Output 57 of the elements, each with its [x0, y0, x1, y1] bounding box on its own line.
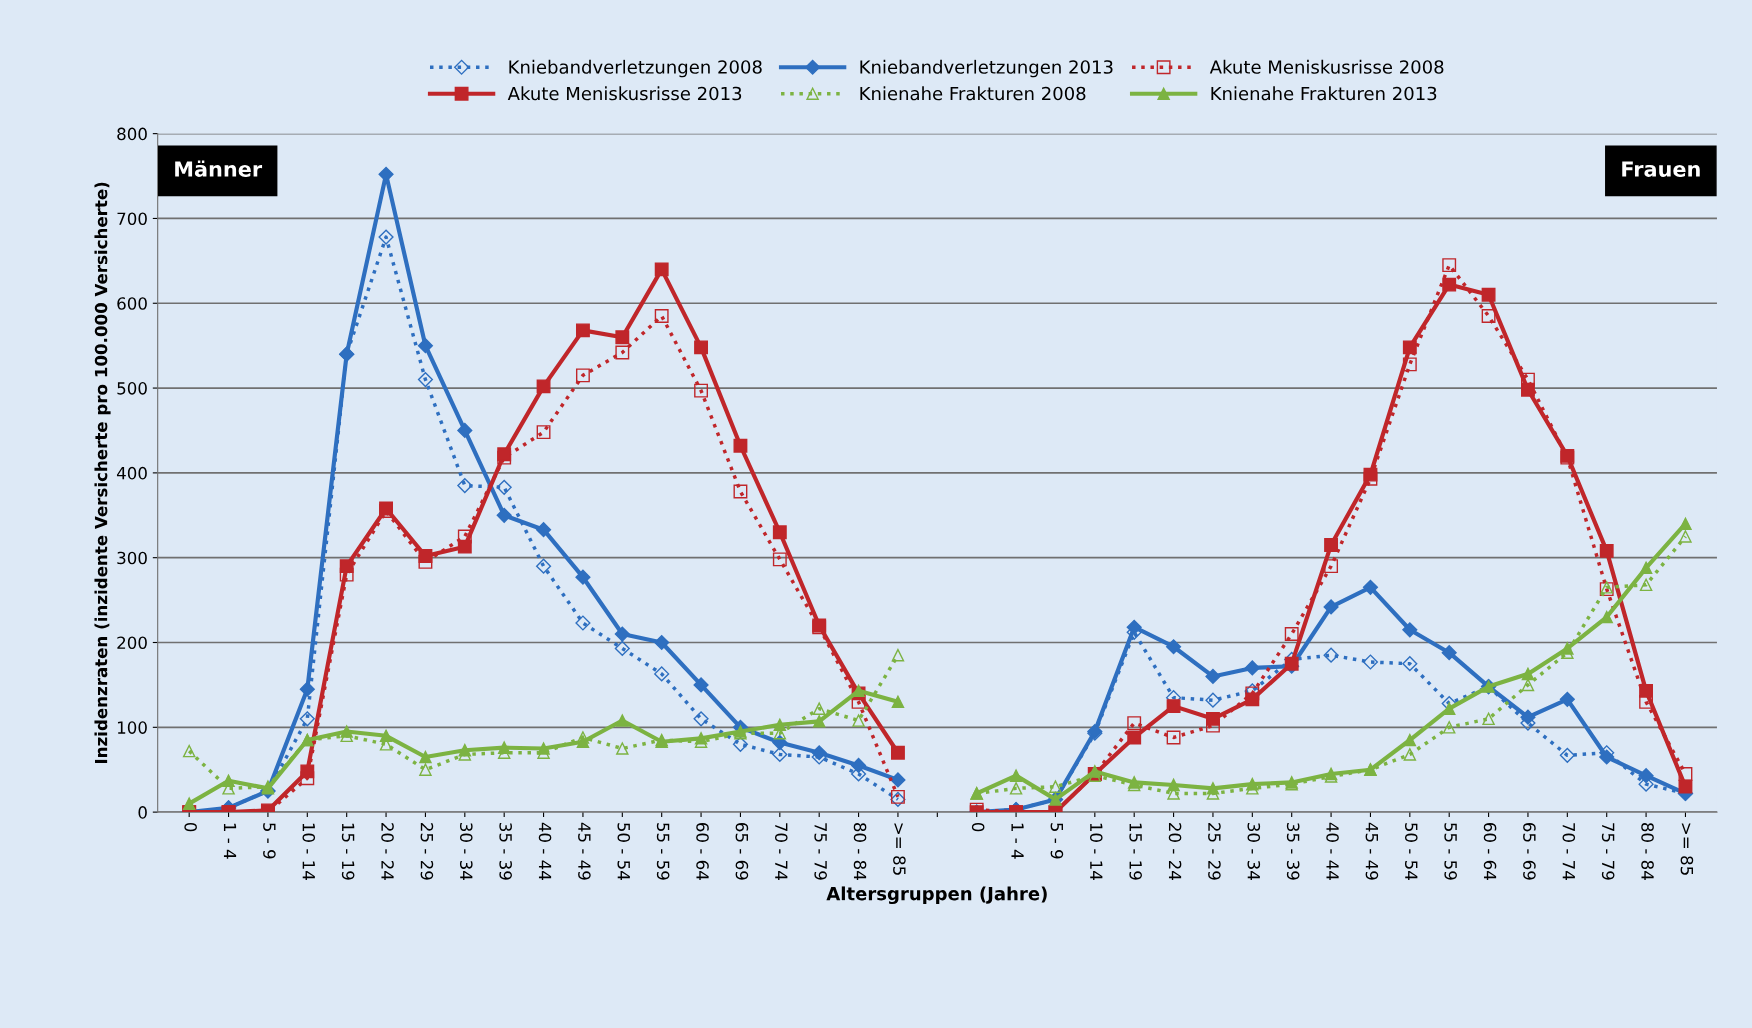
x-tick-label: 30 - 34 — [1247, 823, 1261, 880]
x-tick-label: 50 - 54 — [1404, 823, 1418, 880]
legend-label: Knienahe Frakturen 2008 — [860, 86, 1086, 101]
x-tick-label: 0 — [971, 822, 985, 832]
x-tick-label: 65 - 69 — [735, 823, 749, 880]
x-tick-label: >= 85 — [893, 823, 906, 875]
x-tick-label: 10 - 14 — [1089, 823, 1103, 880]
x-tick-label: 10 - 14 — [302, 823, 316, 880]
x-tick-label: 45 - 49 — [1365, 822, 1379, 880]
x-tick-label: 15 - 19 — [341, 823, 355, 880]
x-tick-label: 70 - 74 — [774, 823, 788, 880]
x-tick-label: >= 85 — [1680, 823, 1694, 875]
x-tick-label: 80 - 84 — [853, 822, 867, 880]
y-tick-label: 400 — [116, 466, 147, 480]
annotation: Männer — [175, 160, 263, 177]
x-tick-label: 65 - 69 — [1523, 823, 1536, 880]
x-tick-label: 25 - 29 — [420, 823, 434, 880]
x-tick-label: 30 - 34 — [459, 823, 473, 880]
y-tick-label: 600 — [117, 297, 147, 310]
x-tick-label: 70 - 74 — [1562, 823, 1576, 880]
legend-label: Akute Meniskusrisse 2008 — [1209, 59, 1444, 74]
x-tick-label: 15 - 19 — [1129, 823, 1142, 880]
y-tick-label: 200 — [117, 636, 147, 650]
y-axis-title: Inzidenzraten (inzidente Versicherte pro 100.000 Versicherte) — [94, 182, 111, 764]
x-tick-label: 35 - 39 — [1286, 823, 1300, 880]
x-tick-label: 50 - 54 — [617, 823, 631, 880]
x-tick-label: 60 - 64 — [696, 823, 709, 880]
x-tick-label: 20 - 24 — [1168, 823, 1182, 880]
x-tick-label: 75 - 79 — [814, 823, 827, 880]
legend-label: Knienahe Frakturen 2013 — [1211, 86, 1437, 101]
legend-label: Akute Meniskusrisse 2013 — [507, 86, 742, 101]
x-tick-label: 1 - 4 — [223, 823, 237, 859]
x-tick-label: 40 - 44 — [538, 822, 552, 880]
x-tick-label: 1 - 4 — [1011, 823, 1024, 859]
y-tick-label: 0 — [138, 806, 147, 819]
y-tick-label: 500 — [117, 382, 147, 395]
legend-label: Kniebandverletzungen 2008 — [509, 59, 762, 78]
legend-label: Kniebandverletzungen 2013 — [860, 59, 1113, 78]
x-tick-label: 80 - 84 — [1641, 822, 1654, 880]
x-tick-label: 40 - 44 — [1326, 822, 1339, 880]
y-tick-label: 700 — [117, 212, 147, 226]
x-tick-label: 5 - 9 — [263, 823, 276, 859]
x-tick-label: 20 - 24 — [381, 823, 394, 880]
x-tick-label: 55 - 59 — [1444, 823, 1457, 880]
y-tick-label: 100 — [117, 721, 147, 734]
x-tick-label: 25 - 29 — [1208, 823, 1221, 880]
y-tick-label: 800 — [117, 127, 147, 141]
x-tick-label: 55 - 59 — [656, 823, 670, 880]
x-tick-label: 5 - 9 — [1050, 823, 1064, 859]
x-axis-title: Altersgruppen (Jahre) — [826, 886, 1047, 905]
x-tick-label: 75 - 79 — [1601, 823, 1615, 880]
x-tick-label: 60 - 64 — [1483, 823, 1497, 880]
annotation: Frauen — [1622, 161, 1700, 177]
x-tick-label: 0 — [184, 822, 197, 832]
x-tick-label: 45 - 49 — [578, 822, 591, 880]
y-tick-label: 300 — [117, 551, 147, 565]
x-tick-label: 35 - 39 — [499, 823, 512, 880]
